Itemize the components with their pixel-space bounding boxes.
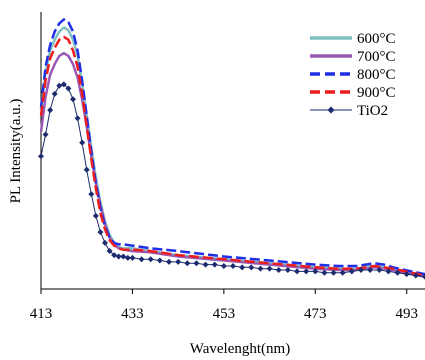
plot-frame: [40, 12, 425, 290]
data-point-marker: [70, 96, 76, 103]
data-point-marker: [147, 256, 154, 263]
legend: 600°C 700°C 800°C 900°C TiO2: [310, 31, 396, 119]
data-point-marker: [129, 254, 136, 261]
x-ticks: 413 433 453 473 493: [30, 289, 418, 322]
data-point-marker: [102, 239, 108, 246]
data-point-marker: [38, 153, 44, 160]
data-point-marker: [403, 271, 410, 278]
data-point-marker: [348, 268, 355, 275]
data-point-marker: [184, 260, 191, 267]
data-point-marker: [412, 272, 419, 279]
data-point-marker: [211, 261, 218, 268]
data-point-marker: [83, 166, 90, 173]
data-point-marker: [275, 267, 282, 274]
data-point-marker: [376, 267, 383, 274]
data-point-marker: [422, 273, 425, 280]
data-point-marker: [47, 107, 54, 114]
legend-marker: [327, 106, 335, 114]
x-tick-label: 473: [304, 306, 327, 322]
data-point-marker: [239, 264, 246, 271]
data-point-marker: [358, 267, 364, 274]
data-point-marker: [56, 82, 63, 89]
data-point-marker: [330, 269, 337, 276]
x-tick-label: 433: [121, 306, 144, 322]
legend-label: 800°C: [357, 67, 396, 83]
data-point-marker: [88, 191, 95, 198]
data-point-marker: [60, 81, 67, 88]
y-axis-label: PL Intensity(a.u.): [8, 99, 24, 204]
data-point-marker: [257, 265, 264, 272]
legend-label: 600°C: [357, 31, 396, 47]
data-point-marker: [202, 261, 209, 268]
data-point-marker: [92, 212, 99, 219]
data-point-marker: [248, 264, 255, 271]
data-point-marker: [230, 262, 236, 269]
x-tick-label: 413: [30, 306, 53, 322]
data-point-marker: [65, 85, 72, 92]
data-point-marker: [220, 262, 227, 269]
data-point-marker: [106, 248, 113, 255]
data-point-marker: [394, 269, 401, 276]
data-point-marker: [266, 265, 273, 272]
x-tick-label: 493: [395, 306, 418, 322]
data-point-marker: [175, 258, 182, 265]
x-tick-label: 453: [213, 306, 236, 322]
legend-label: 900°C: [357, 85, 396, 101]
series-line-2: [39, 18, 425, 276]
data-point-marker: [312, 268, 319, 275]
data-point-marker: [166, 258, 172, 265]
data-point-marker: [284, 267, 291, 274]
data-point-marker: [138, 256, 145, 263]
data-point-marker: [42, 131, 49, 138]
data-point-marker: [97, 229, 104, 236]
data-point-marker: [51, 90, 58, 97]
legend-label: TiO2: [357, 103, 388, 119]
data-point-marker: [120, 253, 127, 260]
legend-label: 700°C: [357, 49, 396, 65]
data-point-marker: [124, 254, 131, 261]
data-point-marker: [79, 139, 86, 146]
data-point-marker: [74, 115, 81, 122]
series-group: [38, 18, 425, 280]
data-point-marker: [321, 269, 328, 276]
data-point-marker: [385, 268, 392, 275]
series-line-3: [39, 35, 425, 277]
data-point-marker: [193, 260, 200, 267]
data-point-marker: [156, 257, 163, 264]
data-point-marker: [115, 253, 122, 260]
data-point-marker: [294, 268, 300, 275]
data-point-marker: [111, 252, 118, 259]
data-point-marker: [339, 269, 346, 276]
data-point-marker: [303, 268, 310, 275]
data-point-marker: [367, 267, 374, 274]
x-axis-label: Wavelenght(nm): [190, 341, 290, 357]
